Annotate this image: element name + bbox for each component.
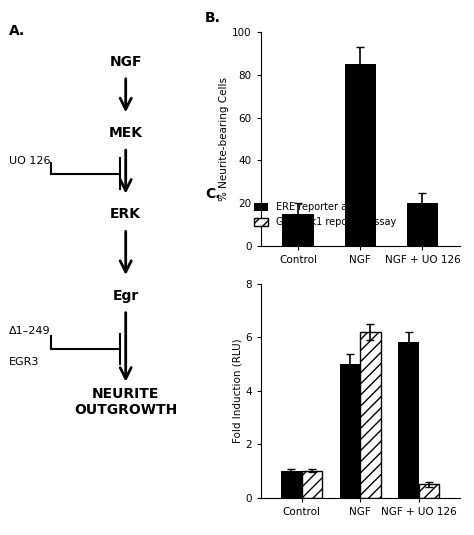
Text: Egr: Egr <box>113 288 139 303</box>
Bar <box>419 484 439 498</box>
Bar <box>283 214 314 246</box>
Bar <box>345 64 376 246</box>
Text: EGR3: EGR3 <box>9 357 39 366</box>
Bar <box>360 332 381 498</box>
Text: C.: C. <box>205 187 220 201</box>
Legend: ERE reporter assay, Gal4/Elk1 reporter assay: ERE reporter assay, Gal4/Elk1 reporter a… <box>250 198 400 231</box>
Text: B.: B. <box>205 11 221 25</box>
Text: Δ1–249: Δ1–249 <box>9 326 51 336</box>
Bar <box>281 471 301 498</box>
Text: A.: A. <box>9 24 25 37</box>
Bar <box>301 471 322 498</box>
Y-axis label: % Neurite-bearing Cells: % Neurite-bearing Cells <box>219 77 229 201</box>
Bar <box>340 364 360 498</box>
Bar <box>398 342 419 498</box>
Text: MEK: MEK <box>109 126 143 140</box>
Text: NEURITE
OUTGROWTH: NEURITE OUTGROWTH <box>74 387 177 417</box>
Bar <box>407 203 438 246</box>
Text: ERK: ERK <box>110 207 141 221</box>
Text: NGF: NGF <box>109 55 142 69</box>
Text: UO 126: UO 126 <box>9 156 50 166</box>
Y-axis label: Fold Induction (RLU): Fold Induction (RLU) <box>232 338 242 443</box>
